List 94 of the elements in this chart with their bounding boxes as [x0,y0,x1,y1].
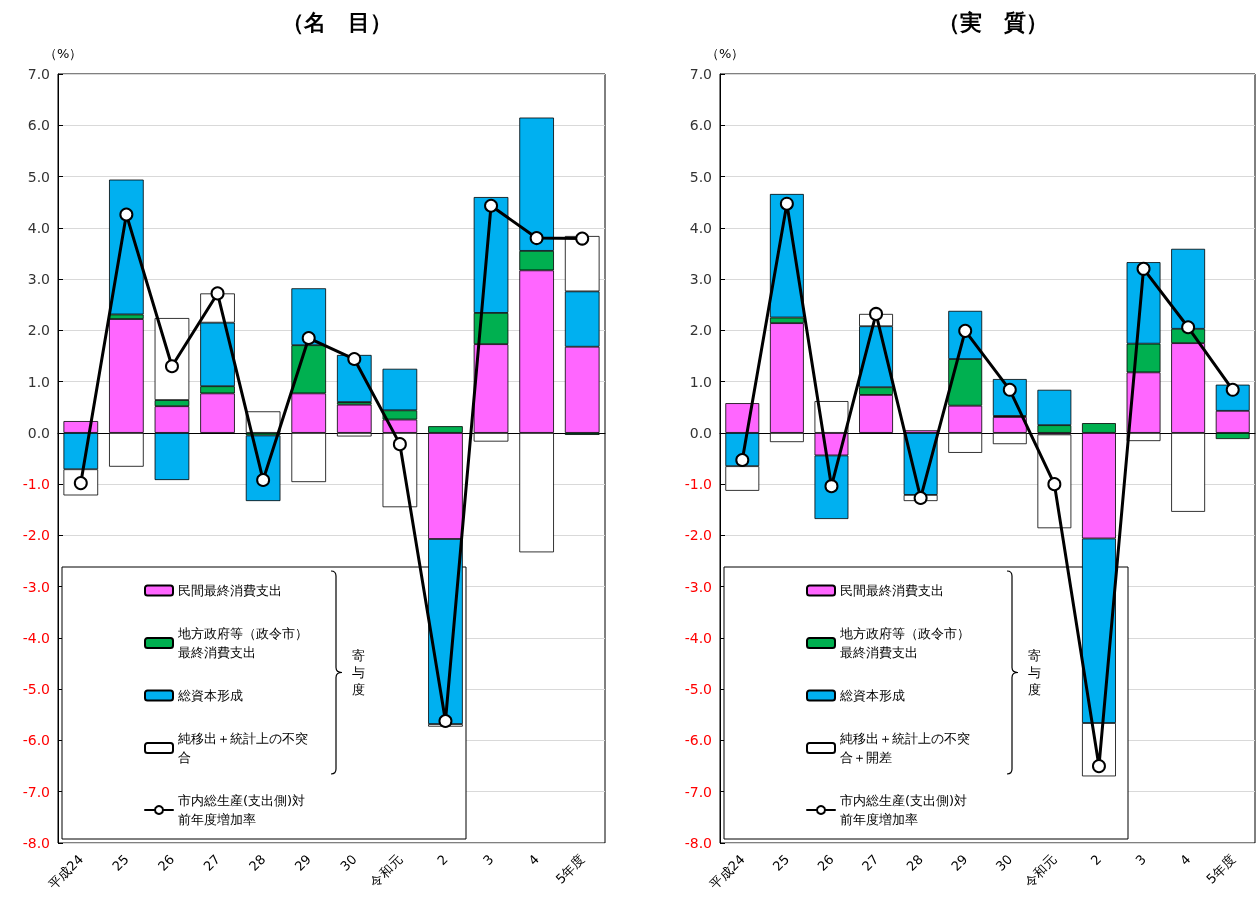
chart-title: （実 質） [937,9,1048,35]
y-tick-label: 2.0 [689,322,712,339]
y-tick-label: -1.0 [684,476,712,493]
y-tick-label: -2.0 [684,527,712,544]
x-tick-label: 25 [769,851,793,874]
x-tick-label: 2 [434,851,451,869]
x-tick-label: 2 [1087,851,1105,869]
legend-label: 総資本形成 [177,688,243,703]
annotation: 寄与度 [352,646,366,698]
y-tick-label: 7.0 [27,66,50,82]
point [913,490,928,505]
legend-label: 地方政府等（政令市）最終消費支出 [839,626,970,660]
bar [336,404,372,433]
point [347,352,362,367]
y-tick-label: 1.0 [689,373,712,390]
point [210,286,225,301]
x-tick-label: 5年度 [552,851,588,887]
point [1225,382,1240,397]
point [164,359,179,374]
x-tick-label: 25 [109,851,132,874]
x-tick-label: 27 [200,851,223,874]
x-tick-label: 令和元 [1021,851,1060,890]
y-tick-label: 3.0 [689,271,712,288]
x-tick-label: 27 [859,851,882,874]
legend-label: 純移出＋統計上の不突合＋開差 [840,731,970,765]
point [869,306,884,321]
legend-label: 市内総生産(支出側)対前年度増加率 [178,793,306,827]
y-tick-label: -6.0 [684,732,712,749]
legend-label: 純移出＋統計上の不突合 [178,731,308,765]
y-tick-label: 5.0 [27,168,50,185]
y-tick-label: 7.0 [689,66,712,82]
y-axis-title: （%） [44,46,83,61]
point [1136,261,1151,276]
point [392,437,407,452]
y-tick-label: -8.0 [22,835,50,851]
legend-label: 民間最終消費支出 [840,583,944,598]
chart-title: （名 目） [281,9,392,35]
y-tick-label: -2.0 [22,527,50,544]
y-tick-label: 4.0 [27,219,50,236]
x-tick-label: 26 [154,851,178,874]
x-tick-label: 28 [903,851,926,874]
point [301,331,316,346]
y-tick-label: -8.0 [684,835,712,851]
x-tick-label: 3 [479,851,497,869]
point [779,196,794,211]
annotation: 寄与度 [1028,646,1042,698]
y-tick-label: -1.0 [22,476,50,493]
x-tick-label: 28 [246,851,269,874]
x-tick-label: 30 [992,851,1016,874]
point [575,231,590,246]
x-tick-label: 令和元 [366,851,406,890]
x-tick-label: 4 [1176,851,1194,869]
y-tick-label: -5.0 [22,681,50,698]
x-tick-label: 26 [814,851,837,874]
y-tick-label: -7.0 [22,783,50,800]
point [735,453,750,468]
y-tick-label: -4.0 [684,629,712,646]
point [1181,320,1196,335]
point [1047,477,1062,492]
y-tick-label: -6.0 [22,732,50,749]
y-tick-label: 4.0 [689,219,712,236]
x-tick-label: 29 [291,851,315,874]
point [529,231,544,246]
y-tick-label: -4.0 [22,629,50,646]
y-tick-label: -3.0 [22,578,50,595]
y-axis-title: （%） [706,46,745,61]
y-tick-label: 2.0 [27,322,50,339]
y-tick-label: 0.0 [689,424,712,441]
point [256,473,271,488]
x-tick-label: 5年度 [1203,851,1239,887]
legend-label: 総資本形成 [839,688,905,703]
y-tick-label: 6.0 [27,117,50,134]
y-tick-label: -7.0 [684,783,712,800]
point [438,713,453,728]
point [1091,759,1106,774]
x-tick-label: 3 [1132,851,1149,869]
y-tick-label: -3.0 [684,578,712,595]
legend-label: 地方政府等（政令市）最終消費支出 [177,626,308,660]
y-tick-label: 1.0 [27,373,50,390]
y-tick-label: -5.0 [684,681,712,698]
x-tick-label: 29 [948,851,971,874]
y-tick-label: 3.0 [27,271,50,288]
x-tick-label: 平成24 [706,851,748,893]
point [119,207,134,222]
point [484,198,499,213]
legend-label: 民間最終消費支出 [178,583,282,598]
x-tick-label: 30 [337,851,360,874]
legend-label: 市内総生産(支出側)対前年度増加率 [840,793,968,827]
point [824,479,839,494]
x-tick-label: 平成24 [45,851,87,893]
y-tick-label: 6.0 [689,117,712,134]
y-tick-label: 0.0 [27,424,50,441]
x-tick-label: 4 [525,851,542,869]
y-tick-label: 5.0 [689,168,712,185]
